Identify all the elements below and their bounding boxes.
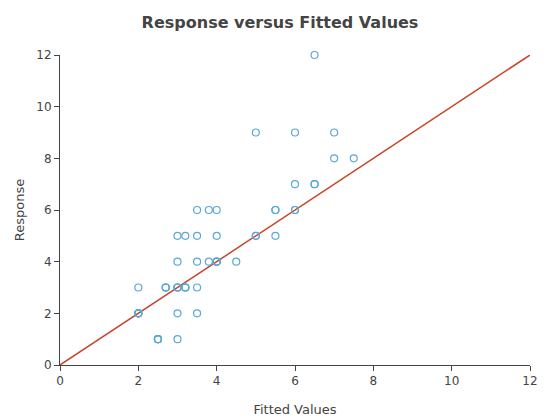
svg-text:2: 2: [44, 307, 52, 321]
svg-text:10: 10: [444, 374, 459, 388]
svg-text:8: 8: [370, 374, 378, 388]
svg-text:4: 4: [213, 374, 221, 388]
svg-text:10: 10: [36, 100, 51, 114]
svg-text:0: 0: [56, 374, 64, 388]
svg-text:6: 6: [291, 374, 299, 388]
svg-text:8: 8: [44, 152, 52, 166]
svg-text:4: 4: [44, 255, 52, 269]
svg-text:12: 12: [522, 374, 537, 388]
svg-text:0: 0: [44, 358, 52, 372]
svg-text:Response: Response: [12, 179, 27, 241]
svg-text:Response versus Fitted Values: Response versus Fitted Values: [142, 13, 419, 32]
svg-text:2: 2: [135, 374, 143, 388]
svg-text:Fitted Values: Fitted Values: [253, 402, 336, 417]
svg-text:6: 6: [44, 203, 52, 217]
svg-text:12: 12: [36, 48, 51, 62]
